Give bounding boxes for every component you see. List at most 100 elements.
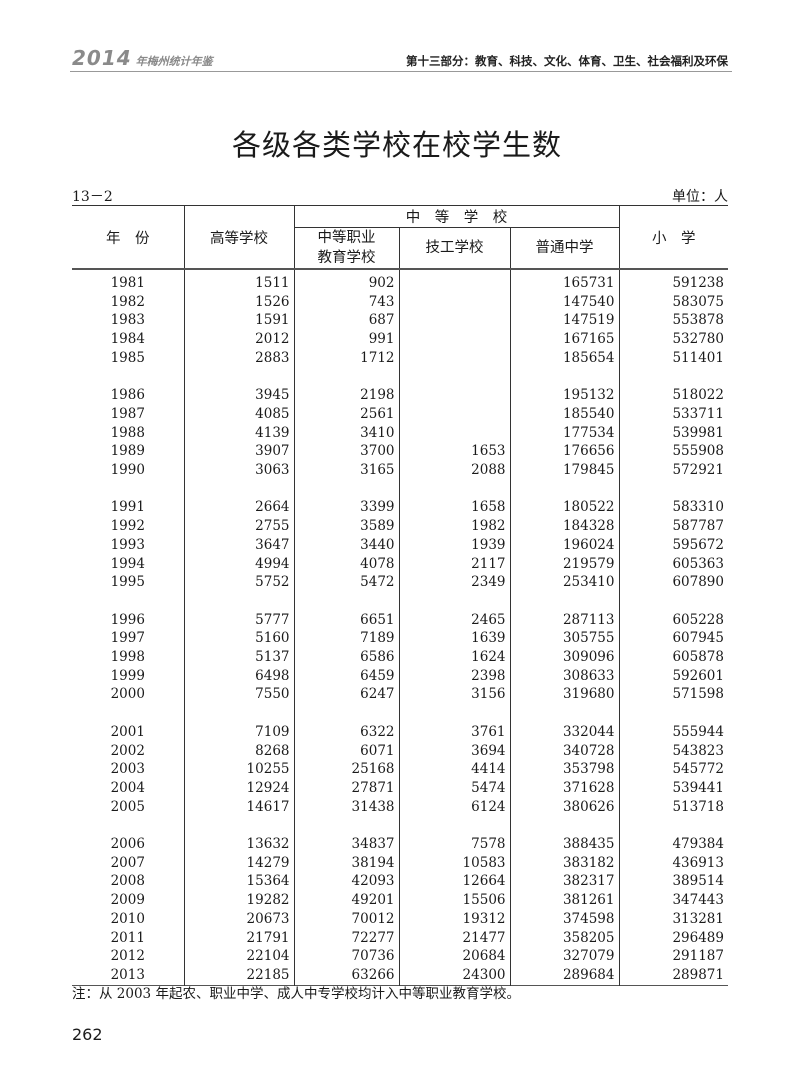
cell-year: 2007 <box>110 854 145 871</box>
cell-general-middle: 340728 <box>509 741 619 761</box>
cell-primary: 389514 <box>618 872 728 892</box>
cell-year: 1994 <box>110 555 145 572</box>
cell-vocational: 25168 <box>293 760 399 779</box>
table-row: 1986 3945 2198 195132 518022 <box>72 386 728 405</box>
cell-year: 2013 <box>110 966 145 983</box>
page-title: 各级各类学校在校学生数 <box>231 128 562 162</box>
cell-general-middle: 383182 <box>509 853 619 873</box>
table-row: 1981 1511 902 165731 591238 <box>72 269 728 293</box>
table-row: 1999 6498 6459 2398 308633 592601 <box>72 666 728 686</box>
cell-higher: 10255 <box>183 760 294 779</box>
cell-general-middle: 219579 <box>509 554 619 574</box>
table-row: 1987 4085 2561 185540 533711 <box>72 404 728 424</box>
table-row: 2003 10255 25168 4414 353798 545772 <box>72 760 728 779</box>
cell-technical: 4414 <box>398 760 510 779</box>
spacer-cell <box>183 367 294 387</box>
cell-primary: 591238 <box>618 269 728 293</box>
cell-technical: 20684 <box>398 947 510 966</box>
table-row: 1992 2755 3589 1982 184328 587787 <box>72 517 728 536</box>
cell-technical <box>398 404 510 424</box>
cell-higher: 8268 <box>183 741 294 761</box>
cell-year: 1997 <box>110 630 145 647</box>
cell-higher: 1591 <box>183 311 294 331</box>
cell-general-middle: 308633 <box>509 666 619 686</box>
cell-technical: 1658 <box>398 498 510 518</box>
cell-primary: 545772 <box>618 760 728 779</box>
cell-primary: 572921 <box>618 461 728 480</box>
cell-primary: 436913 <box>618 853 728 873</box>
cell-primary: 555908 <box>618 442 728 462</box>
table-row: 2001 7109 6322 3761 332044 555944 <box>72 722 728 742</box>
cell-primary: 553878 <box>618 311 728 331</box>
cell-vocational: 7189 <box>293 629 399 649</box>
cell-primary: 543823 <box>618 741 728 761</box>
cell-primary: 533711 <box>618 404 728 424</box>
cell-general-middle: 165731 <box>509 269 619 293</box>
cell-primary: 605878 <box>618 648 728 667</box>
unit-label: 单位：人 <box>672 189 728 205</box>
cell-primary: 595672 <box>618 535 728 555</box>
cell-vocational: 3589 <box>293 517 399 536</box>
cell-primary: 518022 <box>618 386 728 405</box>
cell-year: 1992 <box>110 518 145 535</box>
cell-general-middle: 185540 <box>509 404 619 424</box>
cell-vocational: 3440 <box>293 535 399 555</box>
spacer-cell <box>72 592 184 611</box>
page-number: 262 <box>72 1025 103 1044</box>
cell-year: 1991 <box>110 499 145 516</box>
table-row: 1996 5777 6651 2465 287113 605228 <box>72 610 728 630</box>
cell-general-middle: 289684 <box>509 965 619 986</box>
cell-higher: 12924 <box>183 778 294 798</box>
vocational-line1: 中等职业 <box>317 230 376 246</box>
cell-year: 1983 <box>110 312 145 329</box>
cell-vocational: 6586 <box>293 648 399 667</box>
cell-primary: 511401 <box>618 348 728 368</box>
spacer-cell <box>183 816 294 836</box>
cell-year: 2004 <box>110 779 145 796</box>
cell-vocational: 2561 <box>293 404 399 424</box>
cell-technical: 3694 <box>398 741 510 761</box>
cell-general-middle: 177534 <box>509 423 619 443</box>
cell-year: 1995 <box>110 574 145 591</box>
spacer-cell <box>293 816 399 836</box>
cell-higher: 7109 <box>183 722 294 742</box>
section-header: 第十三部分：教育、科技、文化、体育、卫生、社会福利及环保 <box>406 54 728 68</box>
cell-vocational: 70012 <box>293 909 399 929</box>
table-row: 2013 22185 63266 24300 289684 289871 <box>72 965 728 986</box>
cell-primary: 605363 <box>618 554 728 574</box>
spacer-cell <box>293 367 399 387</box>
cell-year: 2009 <box>110 892 145 909</box>
students-table: 年 份 高等学校 中 等 学 校 小 学 中等职业 教育学校 技工学校 普通中学 … <box>72 205 728 986</box>
cell-technical <box>398 311 510 331</box>
table-number: 13－2 <box>72 189 113 205</box>
cell-higher: 3647 <box>183 535 294 555</box>
table-row: 1995 5752 5472 2349 253410 607890 <box>72 573 728 592</box>
header-divider <box>70 71 732 72</box>
cell-technical <box>398 423 510 443</box>
cell-year: 1984 <box>110 331 145 348</box>
cell-primary: 539981 <box>618 423 728 443</box>
cell-vocational: 1712 <box>293 348 399 368</box>
cell-general-middle: 305755 <box>509 629 619 649</box>
cell-technical <box>398 348 510 368</box>
spacer-cell <box>293 479 399 499</box>
col-header-general-middle: 普通中学 <box>509 227 619 269</box>
cell-higher: 2883 <box>183 348 294 368</box>
cell-higher: 14617 <box>183 797 294 817</box>
cell-year: 2008 <box>110 873 145 890</box>
cell-primary: 532780 <box>618 330 728 349</box>
table-row: 2007 14279 38194 10583 383182 436913 <box>72 853 728 873</box>
cell-technical: 2349 <box>398 573 510 592</box>
cell-year: 1993 <box>110 536 145 553</box>
spacer-cell <box>618 479 728 499</box>
table-row: 1991 2664 3399 1658 180522 583310 <box>72 498 728 518</box>
cell-vocational: 72277 <box>293 928 399 948</box>
cell-higher: 5752 <box>183 573 294 592</box>
cell-higher: 3907 <box>183 442 294 462</box>
cell-technical: 19312 <box>398 909 510 929</box>
table-row: 1982 1526 743 147540 583075 <box>72 292 728 312</box>
cell-year: 1982 <box>110 293 145 310</box>
cell-technical: 3156 <box>398 685 510 705</box>
spacer-cell <box>618 367 728 387</box>
cell-higher: 3945 <box>183 386 294 405</box>
